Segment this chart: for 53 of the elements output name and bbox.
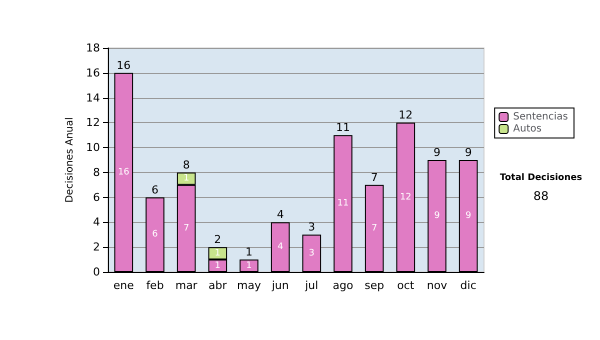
y-tick-label: 18 — [86, 42, 100, 54]
total-label: 1 — [246, 246, 252, 259]
total-label: 11 — [336, 121, 350, 134]
x-tick-label: jun — [270, 279, 289, 292]
total-label: 9 — [434, 146, 440, 159]
data-label: 11 — [337, 198, 349, 209]
data-label: 9 — [465, 211, 472, 221]
x-tick-label: nov — [426, 279, 448, 292]
y-tick-label: 2 — [93, 240, 100, 254]
data-label: 16 — [118, 167, 130, 178]
data-label: 7 — [183, 223, 190, 234]
data-label: 1 — [246, 260, 252, 271]
y-tick-label: 16 — [86, 66, 100, 80]
x-tick-label: sep — [364, 279, 384, 292]
x-tick-label: ago — [332, 279, 354, 292]
data-label: 1 — [183, 174, 190, 184]
total-label: 16 — [116, 58, 131, 72]
data-label: 1 — [214, 260, 221, 271]
data-label: 7 — [371, 223, 378, 234]
y-tick-label: 0 — [93, 266, 100, 278]
legend-label: Sentencias — [513, 112, 568, 122]
data-label: 1 — [214, 248, 221, 258]
data-label: 9 — [434, 211, 440, 221]
total-label: 7 — [370, 170, 378, 184]
total-label: 2 — [214, 233, 222, 246]
text: 88 — [533, 189, 549, 203]
x-tick-label: oct — [397, 279, 415, 292]
y-tick-label: 8 — [93, 166, 100, 179]
y-tick-label: 4 — [93, 216, 100, 229]
x-tick-label: ene — [113, 279, 134, 292]
x-tick-label: jul — [304, 279, 318, 292]
total-label: 12 — [398, 108, 413, 122]
legend-label: Autos — [513, 124, 542, 134]
data-label: 6 — [152, 230, 158, 240]
y-tick-label: 12 — [86, 116, 100, 130]
x-tick-label: feb — [146, 279, 164, 292]
text: Total Decisiones — [500, 173, 582, 183]
total-label: 6 — [152, 183, 158, 196]
x-tick-label: abr — [208, 279, 228, 292]
data-label: 3 — [308, 248, 315, 258]
x-tick-label: dic — [460, 279, 476, 292]
y-tick-label: 6 — [93, 190, 100, 204]
data-label: 12 — [400, 192, 412, 202]
y-tick-label: 14 — [86, 91, 100, 104]
total-label: 8 — [182, 158, 190, 172]
x-tick-label: mar — [175, 279, 198, 292]
y-axis-title: Decisiones Anual — [64, 117, 76, 203]
total-label: 4 — [276, 208, 284, 222]
x-tick-label: may — [237, 279, 262, 292]
total-label: 9 — [464, 146, 472, 159]
y-tick-label: 10 — [86, 141, 100, 154]
data-label: 4 — [277, 242, 284, 252]
total-label: 3 — [308, 220, 316, 234]
